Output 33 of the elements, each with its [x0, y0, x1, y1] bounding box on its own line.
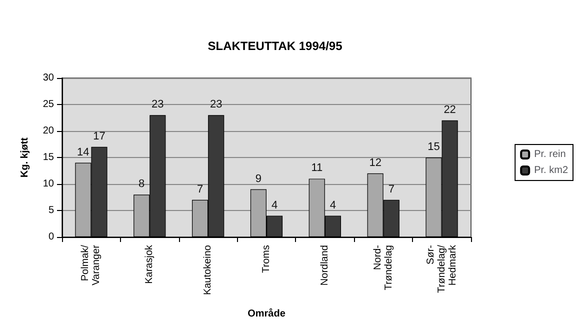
data-label: 23 [210, 98, 222, 111]
data-label: 17 [93, 130, 106, 142]
data-label: 9 [255, 172, 262, 185]
x-axis-title: Område [248, 308, 286, 320]
x-tick-label: Sør- Trøndelag/ Hedmark [425, 244, 458, 293]
x-tick-label: Nord- Trøndelag [372, 245, 394, 290]
y-tick-label: 15 [42, 152, 54, 163]
data-label: 12 [369, 156, 382, 169]
data-label: 4 [330, 199, 336, 212]
data-label: 4 [271, 199, 278, 212]
x-tick-label: Nordland [319, 245, 330, 286]
x-tick-label: Troms [261, 245, 272, 273]
y-axis-title: Kg. kjøtt [20, 136, 30, 178]
data-label: 14 [77, 146, 90, 158]
x-tick-label: Kautokeino [202, 244, 214, 296]
data-label: 11 [311, 162, 323, 174]
data-label: 23 [152, 98, 164, 111]
y-tick-label: 25 [42, 99, 54, 110]
data-label: 7 [388, 183, 394, 196]
data-label: 15 [428, 141, 440, 153]
data-label: 7 [196, 183, 204, 196]
legend-label: Pr. km2 [534, 165, 568, 176]
data-label: 22 [444, 104, 456, 116]
x-tick-label: Polmak/ Varanger [80, 244, 102, 286]
y-tick-label: 20 [42, 126, 54, 136]
y-tick-label: 5 [48, 205, 54, 216]
y-tick-label: 0 [48, 232, 54, 242]
y-tick-label: 10 [42, 178, 54, 190]
legend-label: Pr. rein [534, 149, 566, 160]
y-tick-label: 30 [42, 72, 54, 84]
data-label: 8 [138, 178, 145, 190]
chart-title: SLAKTEUTTAK 1994/95 [208, 39, 343, 53]
x-tick-label: Karasjok [144, 244, 156, 284]
